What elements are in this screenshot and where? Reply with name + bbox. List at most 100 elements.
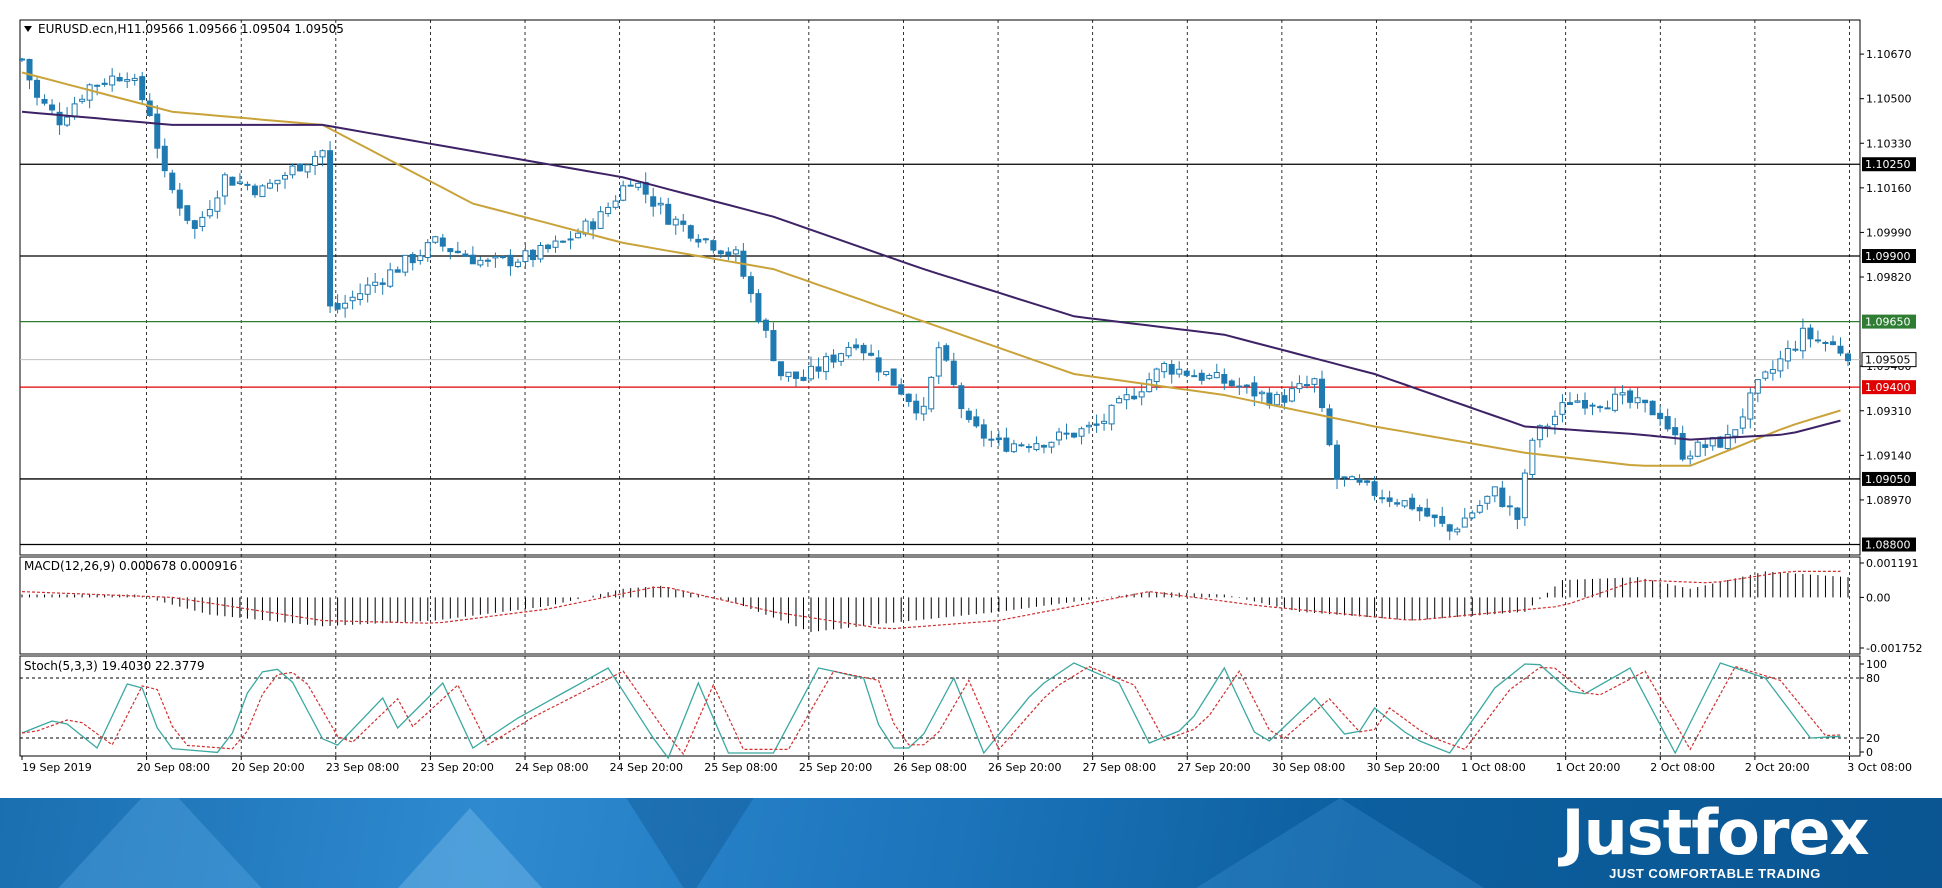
candle-body <box>1161 363 1168 373</box>
candle-body <box>1251 382 1258 397</box>
candle-body <box>124 79 131 82</box>
candle-body <box>1439 515 1446 524</box>
candle-body <box>635 182 642 188</box>
candle-body <box>1604 407 1611 410</box>
level-badge <box>1862 471 1916 486</box>
candle-body <box>717 250 724 255</box>
candle-body <box>206 208 213 217</box>
candle-body <box>860 344 867 354</box>
candle-body <box>1454 528 1461 533</box>
candle-body <box>477 259 484 266</box>
candle-body <box>905 393 912 403</box>
candle-body <box>920 405 927 415</box>
candle-body <box>1206 374 1213 379</box>
candle-body <box>289 165 296 176</box>
candle-body <box>1183 370 1190 376</box>
candle-body <box>342 302 349 309</box>
candle-body <box>394 269 401 273</box>
candle-body <box>1318 378 1325 409</box>
candle-body <box>898 384 905 395</box>
candle-body <box>447 248 454 253</box>
candle-body <box>1123 394 1130 401</box>
stoch-tick-label: 0 <box>1866 746 1873 759</box>
candle-body <box>387 269 394 287</box>
candle-body <box>1071 432 1078 438</box>
candle-body <box>770 330 777 362</box>
level-badge-text: 1.09900 <box>1865 250 1911 263</box>
candle-body <box>590 221 597 230</box>
candle-body <box>1702 444 1709 448</box>
candle-body <box>845 346 852 357</box>
candle-body <box>950 360 957 385</box>
main-price-panel <box>19 19 1861 556</box>
time-label: 30 Sep 20:00 <box>1366 761 1439 774</box>
candle-body <box>980 424 987 439</box>
candle-body <box>830 354 837 363</box>
candle-body <box>1672 427 1679 436</box>
candle-body <box>1619 392 1626 396</box>
stoch-tick-label: 20 <box>1866 732 1880 745</box>
candle-body <box>417 255 424 262</box>
candle-body <box>484 259 491 262</box>
chart-header[interactable]: EURUSD.ecn,H1 1.09566 1.09566 1.09504 1.… <box>24 22 344 36</box>
time-axis: 19 Sep 2019 20 Sep 08:00 20 Sep 20:00 23 Se… <box>21 756 1912 774</box>
vertical-grid <box>146 20 1850 756</box>
candle-body <box>1093 423 1100 426</box>
candle-body <box>244 183 251 186</box>
candle-body <box>1814 339 1821 342</box>
candle-body <box>1288 388 1295 402</box>
candle-body <box>1566 402 1573 405</box>
time-label: 24 Sep 20:00 <box>610 761 683 774</box>
candle-body <box>26 58 33 81</box>
candle-body <box>560 240 567 243</box>
candle-body <box>1198 372 1205 381</box>
price-tick-label: 1.09990 <box>1866 226 1912 239</box>
candle-body <box>1055 431 1062 441</box>
brand-name: Justforex <box>1561 796 1870 869</box>
candle-body <box>86 84 93 101</box>
time-label: 25 Sep 08:00 <box>704 761 777 774</box>
decor-shape <box>1180 798 1500 888</box>
time-label: 25 Sep 20:00 <box>799 761 872 774</box>
time-label: 2 Oct 20:00 <box>1745 761 1810 774</box>
price-tick-label: 1.10670 <box>1866 48 1912 61</box>
candle-body <box>988 438 995 441</box>
decor-shape <box>620 798 760 888</box>
candle-body <box>1747 392 1754 420</box>
candle-body <box>1514 507 1521 520</box>
candle-body <box>439 237 446 247</box>
candle-body <box>808 365 815 380</box>
candle-body <box>943 345 950 361</box>
candle-body <box>1521 472 1528 519</box>
candle-body <box>184 205 191 221</box>
candle-body <box>221 174 228 197</box>
candle-body <box>935 347 942 377</box>
stoch-tick-label: 80 <box>1866 672 1880 685</box>
candle-body <box>777 361 784 377</box>
brand-tagline: JUST COMFORTABLE TRADING <box>1609 866 1821 881</box>
candle-body <box>499 256 506 259</box>
candle-body <box>1845 353 1851 362</box>
candle-body <box>1649 400 1656 416</box>
time-label: 20 Sep 08:00 <box>137 761 210 774</box>
candle-body <box>191 220 198 229</box>
candle-body <box>131 77 138 81</box>
candle-body <box>605 206 612 215</box>
candle-body <box>838 353 845 362</box>
time-label: 27 Sep 08:00 <box>1083 761 1156 774</box>
candle-body <box>1657 412 1664 420</box>
candle-body <box>266 182 273 189</box>
time-label: 23 Sep 20:00 <box>420 761 493 774</box>
level-badge <box>1862 537 1916 552</box>
candle-body <box>747 276 754 295</box>
price-tick-label: 1.08970 <box>1866 494 1912 507</box>
dropdown-triangle-icon[interactable] <box>24 26 32 32</box>
level-badges: 1.10250 1.09900 1.09650 1.09400 1.09050 1.088… <box>1861 157 1917 552</box>
candle-body <box>1559 402 1566 415</box>
level-badge-text: 1.09650 <box>1865 316 1911 329</box>
candle-body <box>928 376 935 410</box>
price-axis: 1.10670 1.10500 1.10330 1.10160 1.09990 1.098… <box>1860 48 1912 507</box>
candle-body <box>176 189 183 209</box>
